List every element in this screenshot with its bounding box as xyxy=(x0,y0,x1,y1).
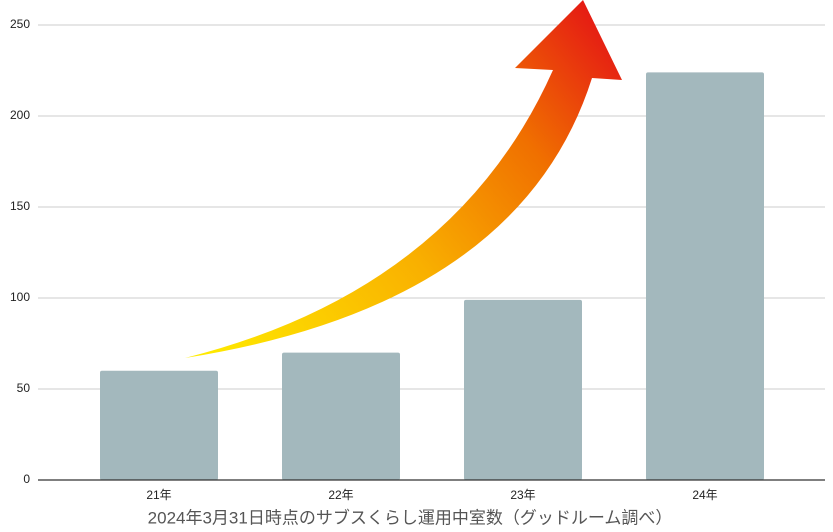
chart-caption: 2024年3月31日時点のサブスくらし運用中室数（グッドルーム調べ） xyxy=(148,507,673,527)
y-tick-label: 100 xyxy=(10,290,30,304)
x-tick-label: 22年 xyxy=(328,488,353,502)
bar xyxy=(100,370,218,480)
y-tick-label: 150 xyxy=(10,199,30,213)
trend-arrow xyxy=(185,0,622,358)
x-tick-label: 21年 xyxy=(146,488,171,502)
y-tick-label: 200 xyxy=(10,108,30,122)
x-tick-label: 23年 xyxy=(510,488,535,502)
y-tick-label: 250 xyxy=(10,17,30,31)
y-tick-label: 0 xyxy=(23,472,30,486)
plot-area: 0 50 100 150 200 250 21年 22年 23年 24年 xyxy=(10,17,825,502)
bar xyxy=(282,352,400,480)
bar xyxy=(464,299,582,480)
y-tick-label: 50 xyxy=(17,381,31,395)
x-tick-label: 24年 xyxy=(692,488,717,502)
bar xyxy=(646,72,764,480)
